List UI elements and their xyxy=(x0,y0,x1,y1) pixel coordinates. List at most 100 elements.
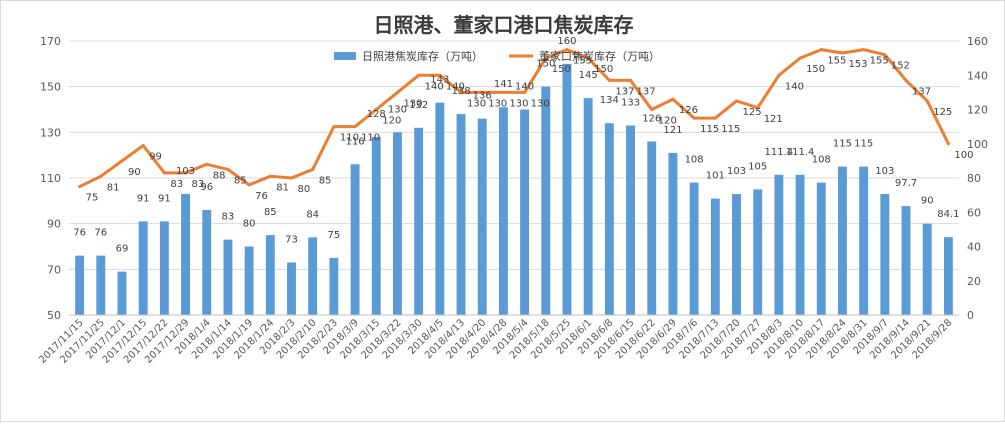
line-point xyxy=(756,106,760,110)
y-right-tick-label: 140 xyxy=(967,69,988,82)
line-data-label: 155 xyxy=(827,56,846,67)
bar xyxy=(604,123,614,315)
line-data-label: 88 xyxy=(213,170,226,181)
line-point xyxy=(862,48,866,52)
bar xyxy=(75,255,85,315)
line-point xyxy=(629,78,633,82)
bar-data-label: 96 xyxy=(200,182,213,193)
line-data-label: 126 xyxy=(679,105,698,116)
bar-data-label: 103 xyxy=(727,166,746,177)
bar xyxy=(880,193,890,315)
bar xyxy=(223,239,233,315)
line-data-label: 130 xyxy=(488,98,507,109)
line-point xyxy=(141,143,145,147)
line-data-label: 152 xyxy=(891,61,910,72)
bar-data-label: 101 xyxy=(706,171,725,182)
line-point xyxy=(883,53,887,57)
bar xyxy=(244,246,254,315)
bar xyxy=(583,98,593,315)
legend[interactable]: 日照港焦炭库存（万吨） 董家口焦炭库存（万吨） xyxy=(334,49,660,63)
bar xyxy=(626,125,635,315)
bar-data-label: 76 xyxy=(73,228,86,239)
line-point xyxy=(78,185,82,189)
y-right-tick-label: 120 xyxy=(967,104,988,117)
line-point xyxy=(735,99,738,103)
y-left-tick-label: 150 xyxy=(40,81,61,94)
line-data-label: 76 xyxy=(255,191,268,202)
bar-data-label: 121 xyxy=(663,125,682,136)
line-data-label: 137 xyxy=(637,86,656,97)
y-left-tick-label: 70 xyxy=(47,263,61,276)
bar xyxy=(922,223,932,315)
line-point xyxy=(586,56,590,60)
bar xyxy=(562,63,572,316)
chart-title: 日照港、董家口港口焦炭库存 xyxy=(373,13,634,37)
line-point xyxy=(819,48,823,52)
line-data-label: 155 xyxy=(573,56,592,67)
line-data-label: 140 xyxy=(425,81,444,92)
line-data-label: 120 xyxy=(658,116,677,127)
line-data-label: 120 xyxy=(382,116,401,127)
bar-data-label: 128 xyxy=(367,109,386,120)
bar-data-label: 132 xyxy=(409,100,428,111)
bar xyxy=(117,271,127,315)
bar-data-label: 76 xyxy=(94,228,107,239)
bar-data-label: 141 xyxy=(494,79,513,90)
bar xyxy=(859,166,869,315)
bar xyxy=(647,141,657,315)
bar xyxy=(329,257,339,315)
line-point xyxy=(226,167,230,171)
line-point xyxy=(650,108,654,111)
bar xyxy=(498,107,508,315)
bar xyxy=(795,174,805,315)
y-right-tick-label: 40 xyxy=(967,241,981,254)
bar-data-label: 133 xyxy=(621,97,640,108)
bar xyxy=(96,255,106,315)
bar-data-label: 126 xyxy=(642,113,661,124)
bar xyxy=(308,237,318,315)
line-point xyxy=(713,116,717,120)
y-right-tick-label: 100 xyxy=(967,138,988,151)
bar-data-label: 73 xyxy=(285,234,298,245)
line-point xyxy=(332,125,336,129)
line-data-label: 81 xyxy=(276,182,289,193)
line-data-label: 81 xyxy=(107,182,120,193)
bar-data-label: 111.4 xyxy=(786,147,815,158)
bar xyxy=(901,206,911,315)
line-point xyxy=(268,174,272,178)
y-left-tick-label: 50 xyxy=(47,309,61,322)
line-data-label: 155 xyxy=(870,56,889,67)
line-point xyxy=(692,116,696,120)
line-data-label: 90 xyxy=(128,167,141,178)
bar xyxy=(287,262,296,315)
bar-data-label: 84 xyxy=(306,209,319,220)
bar-data-label: 84.1 xyxy=(937,209,959,220)
y-right-tick-label: 0 xyxy=(967,309,974,322)
bar-data-label: 116 xyxy=(346,136,365,147)
bar-data-label: 138 xyxy=(451,86,470,97)
bar xyxy=(265,235,275,315)
legend-line-label: 董家口焦炭库存（万吨） xyxy=(539,49,660,63)
bar xyxy=(668,152,678,315)
bar-data-label: 83 xyxy=(222,212,235,223)
bar xyxy=(689,182,699,315)
bar-data-label: 140 xyxy=(515,82,534,93)
bar-data-label: 145 xyxy=(579,70,598,81)
line-data-label: 130 xyxy=(467,98,486,109)
line-data-label: 75 xyxy=(86,193,99,204)
bar-data-label: 103 xyxy=(176,166,195,177)
line-data-label: 115 xyxy=(721,124,740,135)
bar xyxy=(477,118,487,315)
bar-data-label: 69 xyxy=(116,244,129,255)
line-point xyxy=(480,90,484,94)
line-data-label: 150 xyxy=(552,64,571,75)
line-data-label: 121 xyxy=(764,114,783,125)
line-point xyxy=(374,108,378,111)
line-data-label: 137 xyxy=(912,86,931,97)
bar-data-label: 136 xyxy=(473,91,492,102)
line-data-label: 85 xyxy=(319,175,332,186)
y-right-tick-label: 60 xyxy=(967,206,981,219)
bar-data-label: 91 xyxy=(137,193,150,204)
